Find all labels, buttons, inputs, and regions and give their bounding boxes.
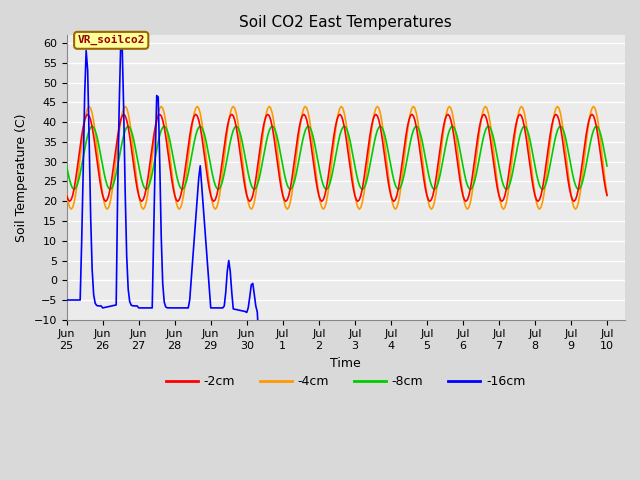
Legend: -2cm, -4cm, -8cm, -16cm: -2cm, -4cm, -8cm, -16cm xyxy=(161,370,531,393)
Text: VR_soilco2: VR_soilco2 xyxy=(77,35,145,46)
Y-axis label: Soil Temperature (C): Soil Temperature (C) xyxy=(15,113,28,242)
X-axis label: Time: Time xyxy=(330,357,361,370)
Title: Soil CO2 East Temperatures: Soil CO2 East Temperatures xyxy=(239,15,452,30)
